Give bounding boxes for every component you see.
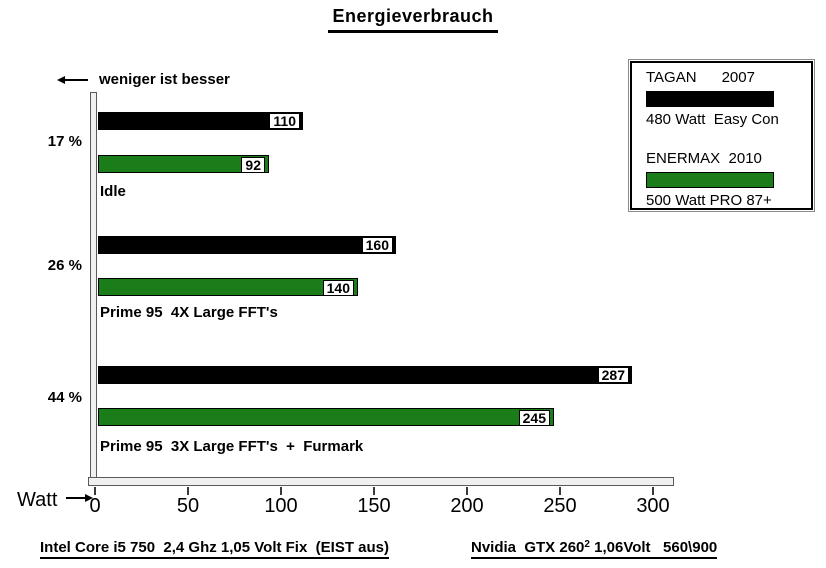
bar-enermax: 92 <box>98 155 269 173</box>
x-axis-tick-label: 250 <box>543 495 577 517</box>
x-axis-tick-label: 0 <box>89 495 101 517</box>
bar-enermax: 245 <box>98 408 554 426</box>
legend-item-enermax: ENERMAX 2010 500 Watt PRO 87+ <box>646 150 811 209</box>
x-axis-tick-label: 200 <box>450 495 484 517</box>
footer-cpu-spec: Intel Core i5 750 2,4 Ghz 1,05 Volt Fix … <box>40 539 389 559</box>
left-arrow-icon <box>57 75 88 85</box>
bar-value-label: 140 <box>322 280 354 296</box>
x-axis-tick-label: 300 <box>636 495 670 517</box>
bar-value-label: 160 <box>361 237 393 253</box>
group-percent-label: 17 % <box>47 133 82 150</box>
x-axis-tick-mark <box>559 487 561 495</box>
x-axis-tick-label: 100 <box>264 495 298 517</box>
x-axis-line <box>88 477 674 486</box>
legend-swatch-green <box>646 172 774 188</box>
legend-desc-enermax: 500 Watt PRO 87+ <box>646 192 772 209</box>
legend-inner: TAGAN 2007 480 Watt Easy Con ENERMAX 201… <box>630 61 813 210</box>
less-is-better-label: weniger ist besser <box>99 71 230 88</box>
footer-gpu-rest: 1,06Volt 560\900 <box>589 539 718 556</box>
x-axis-title: Watt <box>17 489 58 511</box>
category-label: Prime 95 4X Large FFT's <box>100 304 278 321</box>
chart-title: Energieverbrauch <box>328 6 498 33</box>
x-axis-tick-mark <box>187 487 189 495</box>
bar-value-label: 92 <box>241 157 265 173</box>
legend-item-tagan: TAGAN 2007 480 Watt Easy Con <box>646 69 811 128</box>
bar-enermax: 140 <box>98 278 358 296</box>
bar-tagan: 287 <box>98 366 632 384</box>
legend-box: TAGAN 2007 480 Watt Easy Con ENERMAX 201… <box>628 59 815 212</box>
bar-value-label: 110 <box>269 113 300 129</box>
footer-gpu-spec: Nvidia GTX 2602 1,06Volt 560\900 <box>471 539 718 559</box>
footer-gpu-main: Nvidia GTX 260 <box>471 539 585 556</box>
x-axis-tick-label: 50 <box>176 495 200 517</box>
legend-name-enermax: ENERMAX 2010 <box>646 150 762 167</box>
title-wrap: Energieverbrauch <box>0 6 826 33</box>
category-label: Prime 95 3X Large FFT's + Furmark <box>100 438 364 455</box>
x-axis-tick-label: 150 <box>357 495 391 517</box>
x-axis-tick-mark <box>280 487 282 495</box>
footer-gpu-superscript: 2 <box>584 539 590 550</box>
x-axis-tick-mark <box>466 487 468 495</box>
legend-name-tagan: TAGAN 2007 <box>646 69 755 86</box>
x-axis-tick-mark <box>94 487 96 495</box>
group-percent-label: 44 % <box>47 389 82 406</box>
y-axis-line <box>90 92 97 478</box>
x-axis-tick-mark <box>652 487 654 495</box>
category-label: Idle <box>100 183 126 200</box>
bar-value-label: 245 <box>518 410 550 426</box>
bar-tagan: 110 <box>98 112 303 130</box>
legend-swatch-black <box>646 91 774 107</box>
right-arrow-icon <box>66 493 93 503</box>
bar-tagan: 160 <box>98 236 396 254</box>
group-percent-label: 26 % <box>47 257 82 274</box>
x-axis-tick-mark <box>373 487 375 495</box>
bar-value-label: 287 <box>597 367 629 383</box>
legend-desc-tagan: 480 Watt Easy Con <box>646 111 779 128</box>
